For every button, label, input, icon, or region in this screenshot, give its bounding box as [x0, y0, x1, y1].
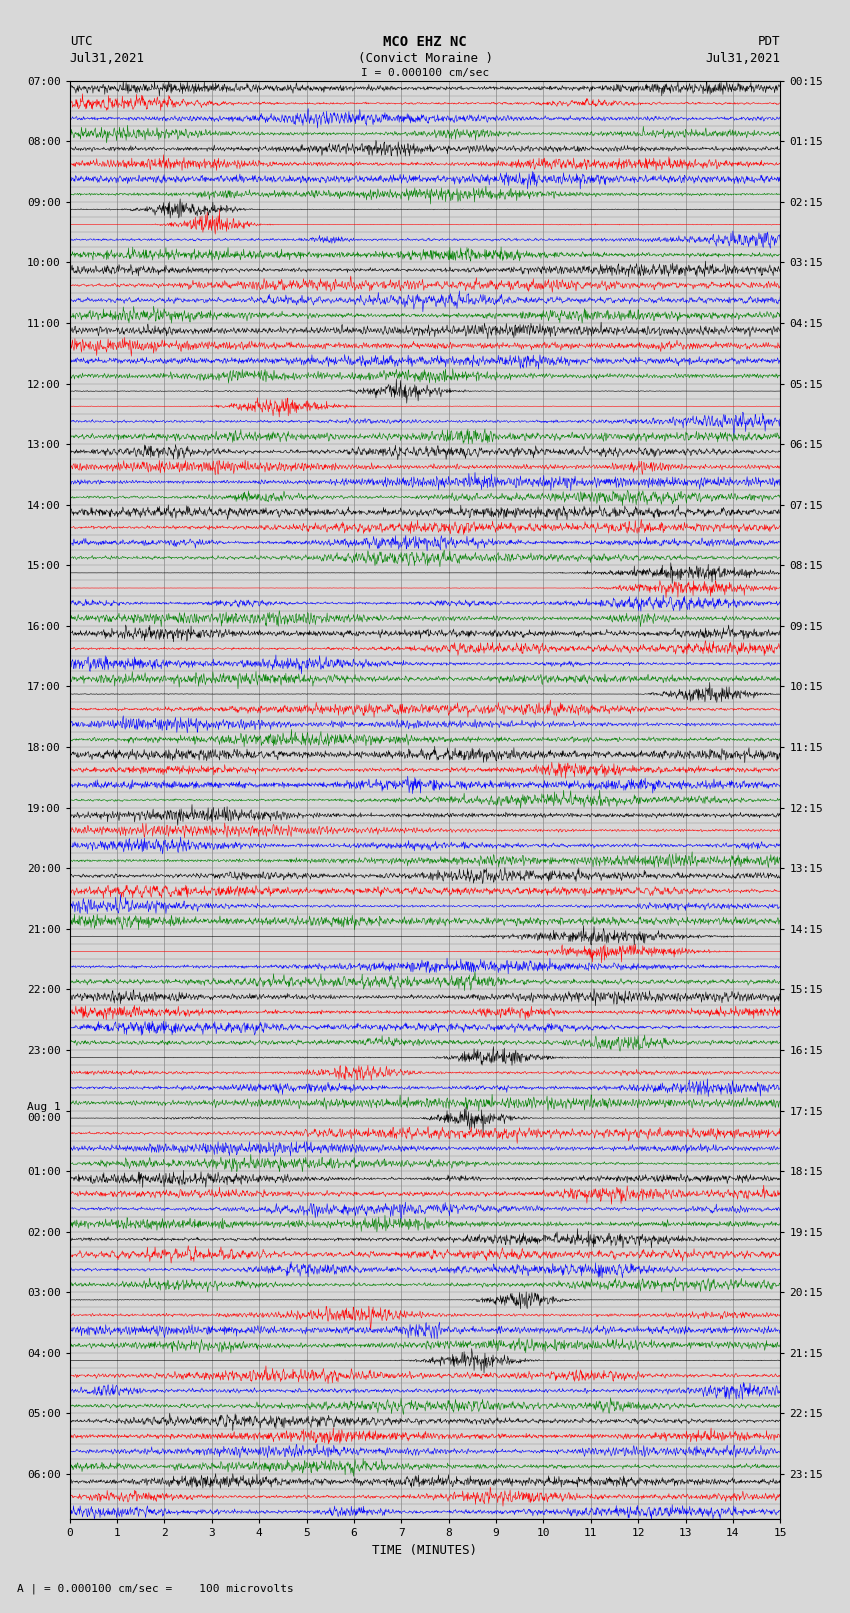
Text: Jul31,2021: Jul31,2021	[706, 52, 780, 65]
Text: PDT: PDT	[758, 35, 780, 48]
Text: (Convict Moraine ): (Convict Moraine )	[358, 52, 492, 65]
Text: Jul31,2021: Jul31,2021	[70, 52, 144, 65]
X-axis label: TIME (MINUTES): TIME (MINUTES)	[372, 1544, 478, 1557]
Text: A | = 0.000100 cm/sec =    100 microvolts: A | = 0.000100 cm/sec = 100 microvolts	[17, 1582, 294, 1594]
Text: I = 0.000100 cm/sec: I = 0.000100 cm/sec	[361, 68, 489, 77]
Text: MCO EHZ NC: MCO EHZ NC	[383, 35, 467, 50]
Text: UTC: UTC	[70, 35, 92, 48]
